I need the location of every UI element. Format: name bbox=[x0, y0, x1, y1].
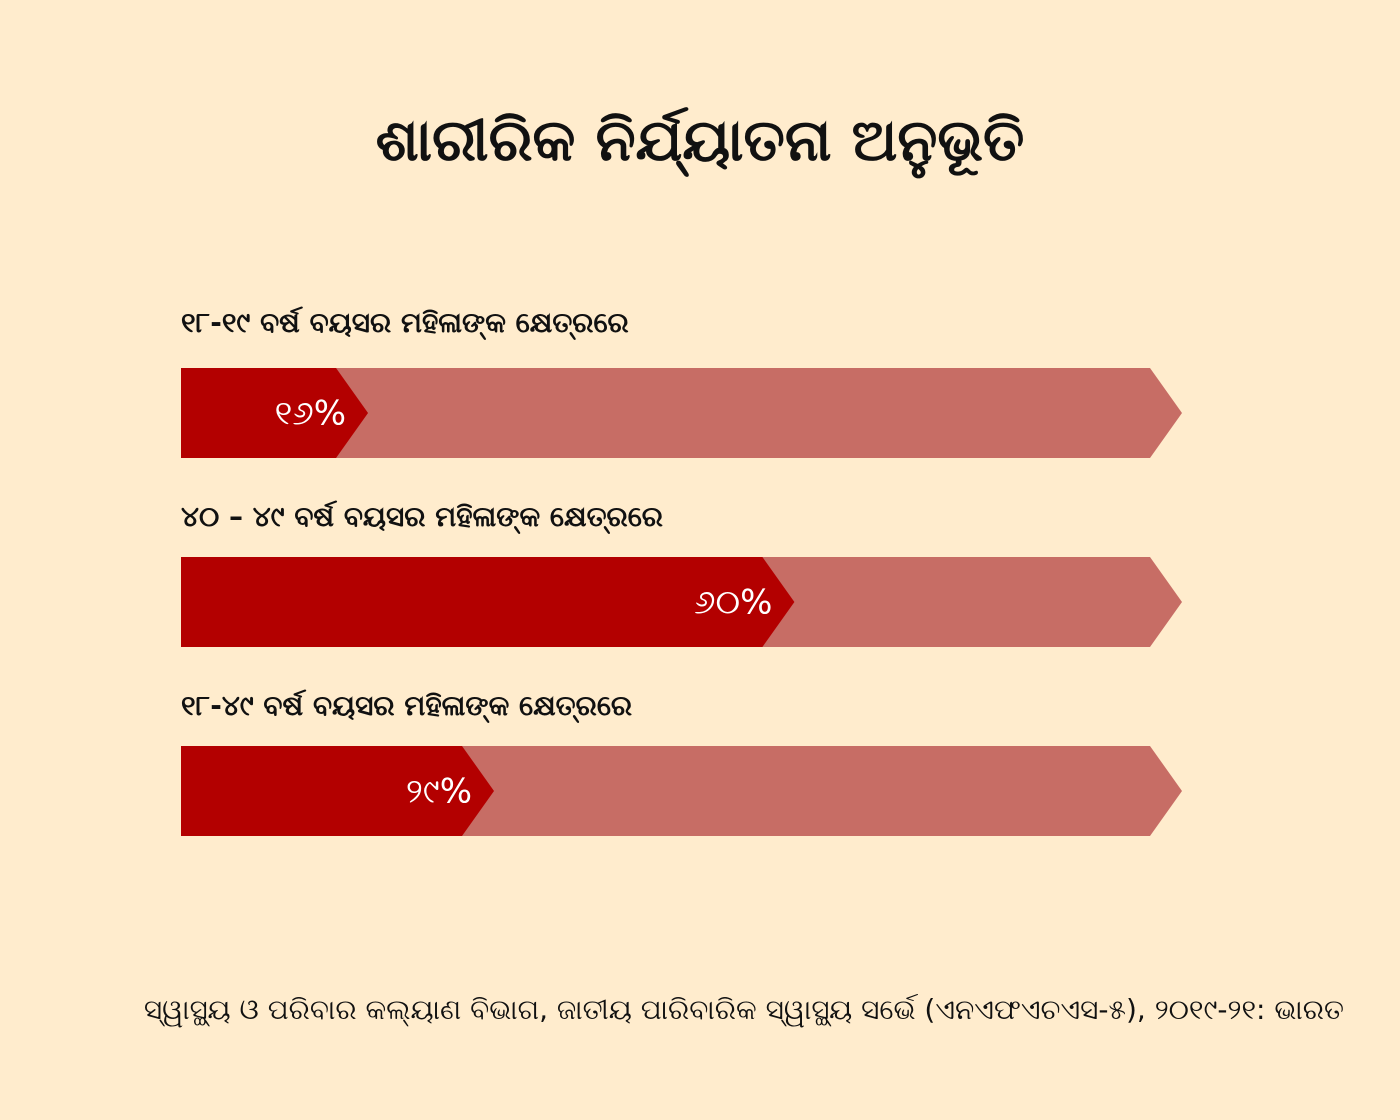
bar-category-label-1: ୧୮-୧୯ ବର୍ଷ ବୟସର ମହିଳାଙ୍କ କ୍ଷେତ୍ରରେ bbox=[181, 306, 629, 339]
bar-1: ୧୬% bbox=[181, 368, 1182, 458]
chart-title: ଶାରୀରିକ ନିର୍ଯ୍ୟାତନା ଅନୁଭୂତି bbox=[375, 106, 1025, 174]
bar-3: ୨୯% bbox=[181, 746, 1182, 836]
source-note: ସ୍ୱାସ୍ଥ୍ୟ ଓ ପରିବାର କଲ୍ୟାଣ ବିଭାଗ, ଜାତୀୟ ପ… bbox=[143, 993, 1344, 1026]
bar-2: ୬୦% bbox=[181, 557, 1182, 647]
bar-fill-1 bbox=[181, 368, 369, 458]
bar-category-label-3: ୧୮-୪୯ ବର୍ଷ ବୟସର ମହିଳାଙ୍କ କ୍ଷେତ୍ରରେ bbox=[181, 689, 633, 722]
bar-category-label-2: ୪୦ – ୪୯ ବର୍ଷ ବୟସର ମହିଳାଙ୍କ କ୍ଷେତ୍ରରେ bbox=[181, 500, 664, 533]
bar-track-1 bbox=[181, 368, 1182, 458]
bar-value-label-2: ୬୦% bbox=[694, 583, 772, 623]
bar-value-label-1: ୧୬% bbox=[275, 394, 346, 434]
bar-value-label-3: ୨୯% bbox=[406, 772, 472, 812]
bar-fill-2 bbox=[181, 557, 795, 647]
bar-fill-3 bbox=[181, 746, 495, 836]
